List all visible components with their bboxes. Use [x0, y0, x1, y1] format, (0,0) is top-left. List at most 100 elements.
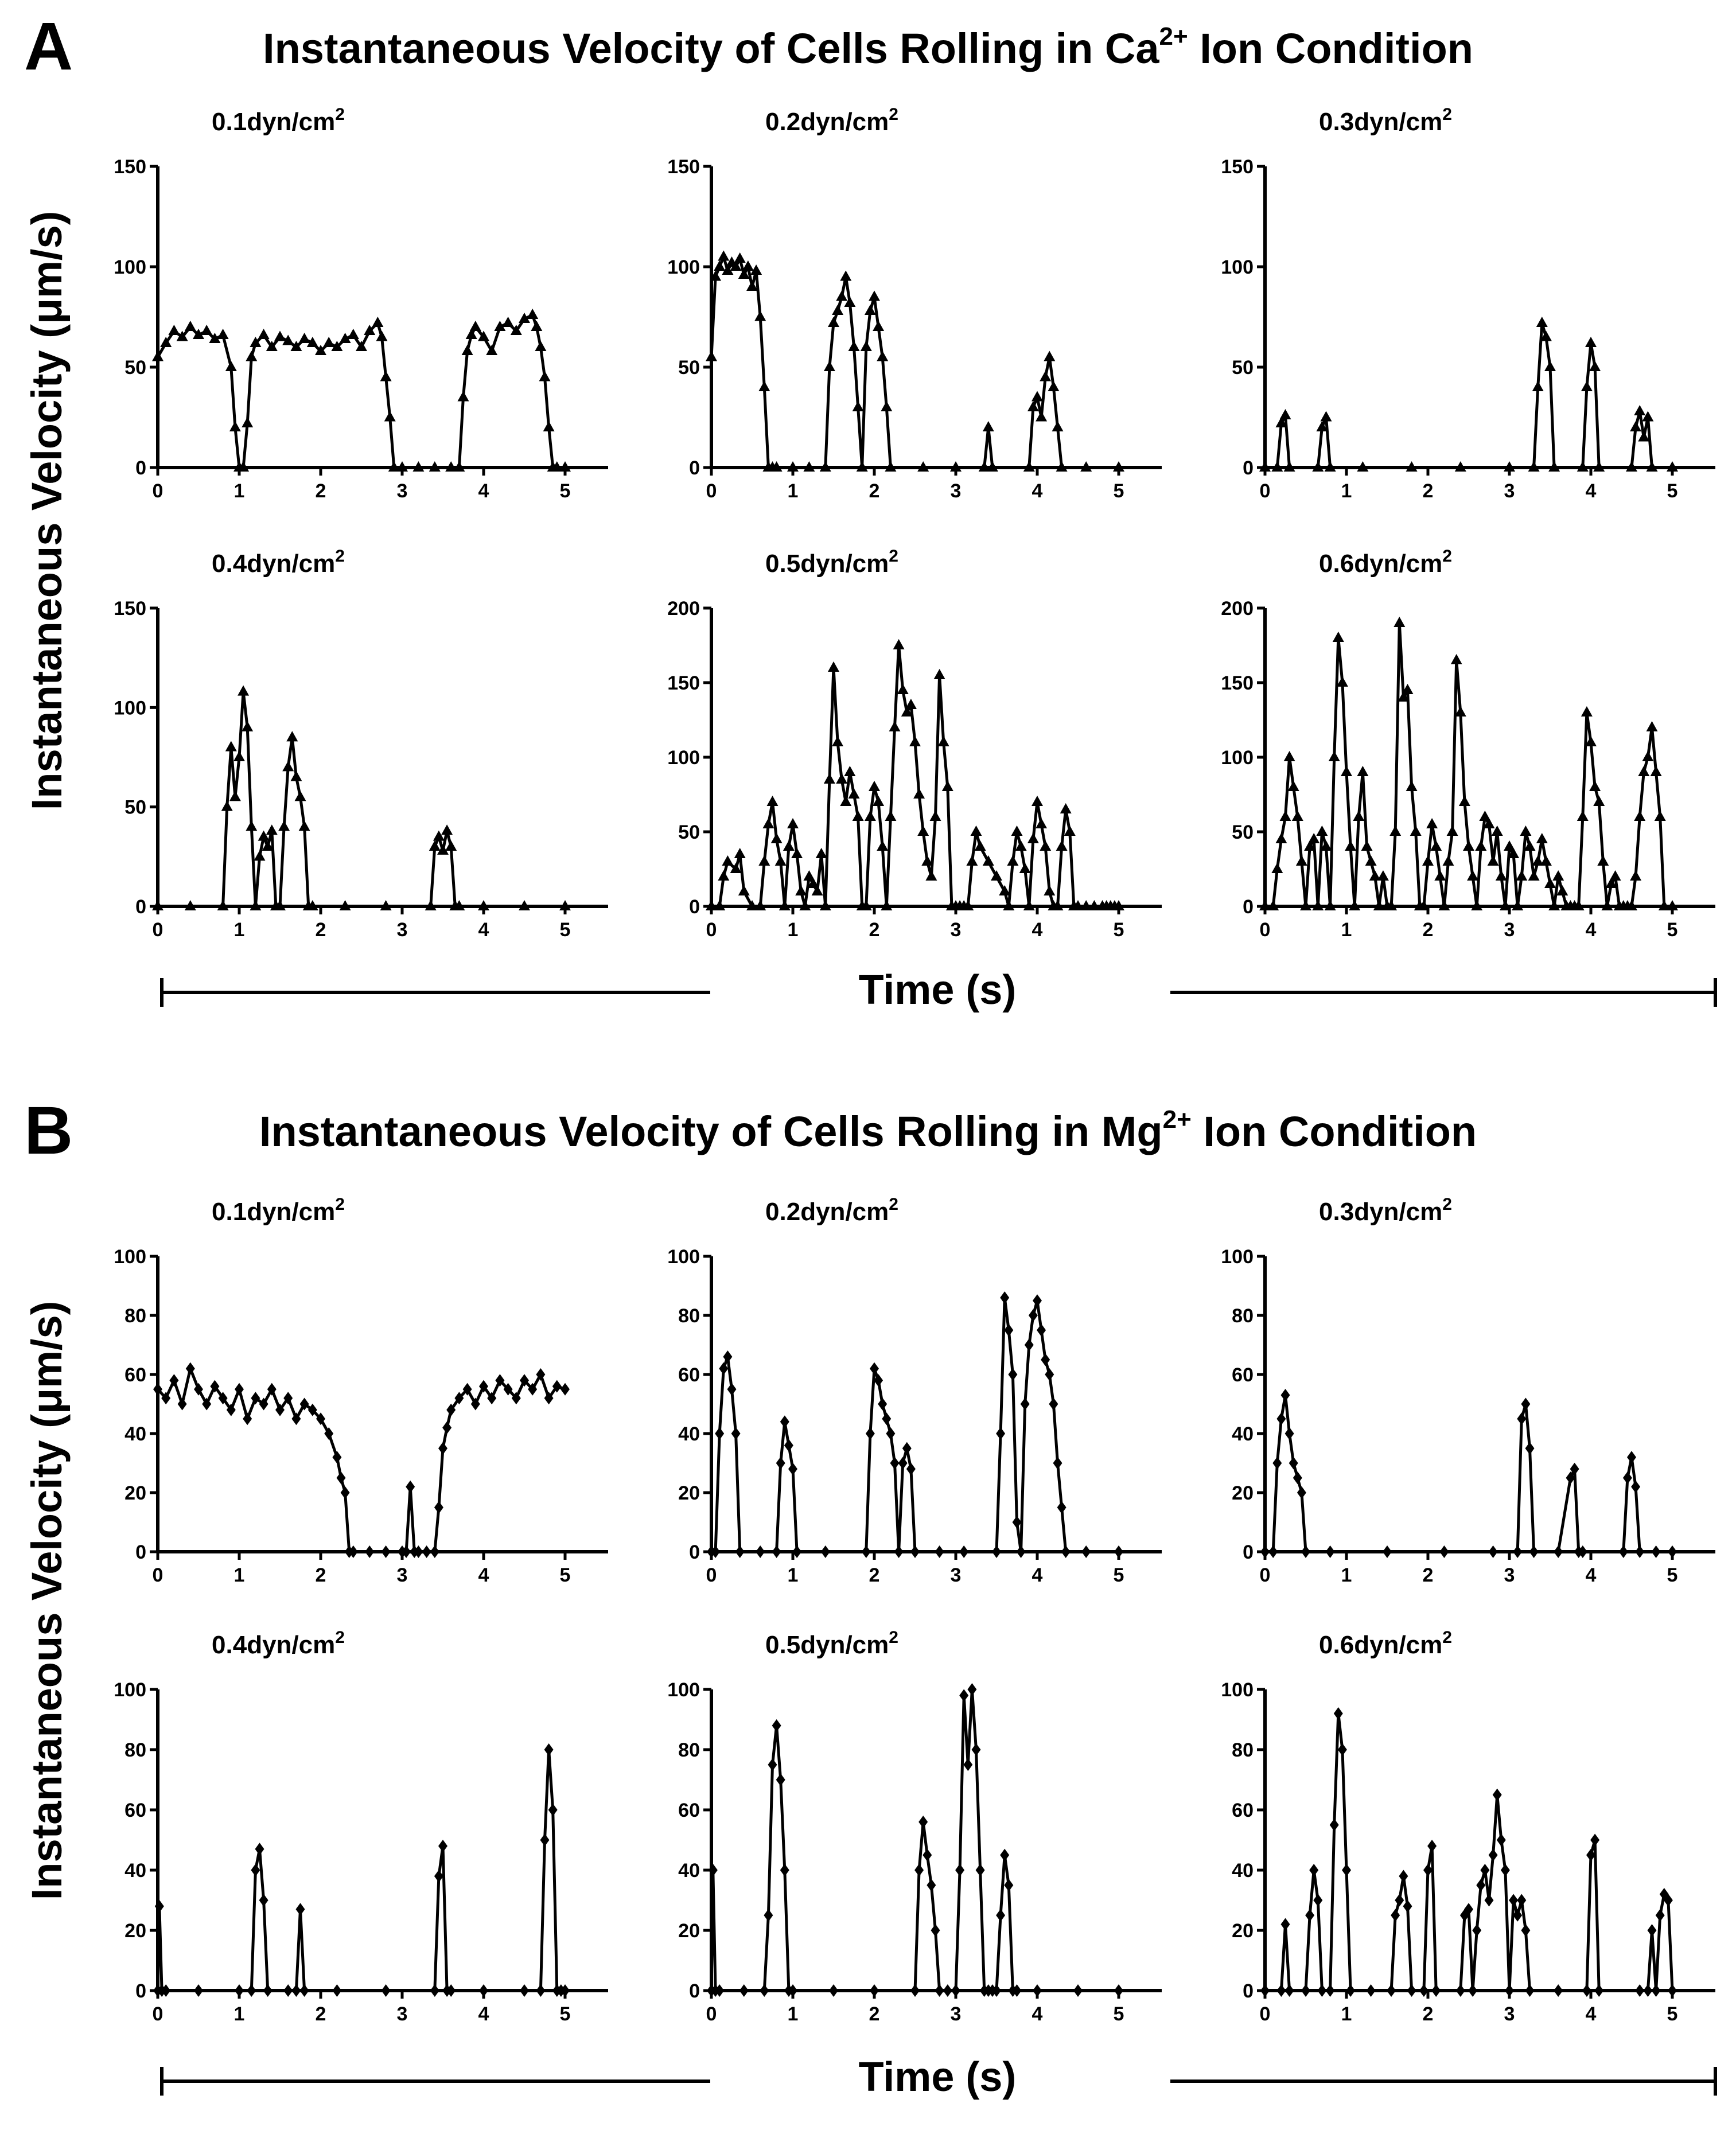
subplot-a-1-point [469, 321, 481, 331]
subplot-a-3-point [1275, 417, 1287, 427]
subplot-a-3-point [1312, 461, 1324, 472]
subplot-a-5-point [754, 900, 766, 910]
subplot-b-1-point [495, 1374, 505, 1387]
subplot-a-5-point [991, 870, 1002, 881]
subplot-a-5-point [1064, 825, 1076, 836]
subplot-a-5-point [1015, 840, 1027, 851]
subplot-b-2-point [870, 1362, 879, 1375]
subplot-a-3-point [1283, 461, 1295, 472]
subplot-b-1-point [381, 1545, 391, 1558]
subplot-a-3-point [1544, 361, 1556, 371]
subplot-b-4: 0 20 40 60 80 100 0 1 2 3 4 5 [114, 1679, 608, 2025]
subplot-b-4-x-tick-label: 1 [234, 2003, 245, 2025]
subplot-b-1-point [340, 1486, 350, 1499]
subplot-b-4-title-sup: 2 [335, 1628, 345, 1647]
subplot-b-1-point [487, 1392, 497, 1405]
subplot-a-3-point [1646, 461, 1658, 472]
subplot-a-6-point [1528, 870, 1540, 881]
subplot-a-4-y-tick-label: 150 [114, 598, 146, 620]
subplot-a-1-y-tick-label: 0 [135, 457, 146, 479]
subplot-a-2-point [877, 351, 889, 361]
subplot-a-2-x-tick-label: 1 [788, 480, 799, 502]
subplot-b-6-point [1525, 1984, 1535, 1997]
subplot-a-1-point [176, 330, 188, 341]
subplot-a-1-point [519, 313, 530, 323]
subplot-b-2-point [784, 1439, 793, 1452]
subplot-a-3-title-main: 0.3dyn/cm [1319, 108, 1443, 136]
subplot-a-5-x-tick-label: 0 [706, 919, 717, 941]
subplot-a-6-point [1634, 811, 1646, 821]
subplot-a-5-point [807, 878, 819, 888]
panel-title-a-tail: Ion Condition [1188, 25, 1473, 72]
subplot-a-1-point [461, 345, 473, 355]
subplot-b-3-point [1651, 1545, 1661, 1558]
subplot-b-1-y-tick-label: 100 [114, 1246, 146, 1268]
subplot-b-2-point [780, 1415, 789, 1428]
subplot-b-3-y-tick-label: 0 [1243, 1541, 1254, 1563]
x-axis-label-b: Time (s) [858, 2054, 1017, 2100]
subplot-b-5-point [963, 1758, 973, 1771]
subplot-b-5-point [992, 1984, 1001, 1997]
subplot-b-1-point [316, 1412, 325, 1426]
subplot-b-1-title: 0.1dyn/cm2 [129, 1196, 427, 1225]
subplot-b-2-point [878, 1397, 888, 1411]
subplot-b-2-point [1024, 1338, 1034, 1352]
subplot-a-6-point [1626, 900, 1637, 910]
subplot-a-5-point [1052, 900, 1064, 910]
subplot-b-1-point [202, 1397, 212, 1411]
subplot-a-6-point [1345, 840, 1357, 851]
subplot-a-5-point [864, 811, 876, 821]
subplot-a-2-point [823, 361, 835, 371]
subplot-b-2-point [874, 1374, 883, 1387]
subplot-a-5-y-tick-label: 100 [667, 747, 700, 769]
subplot-b-4-point [381, 1984, 391, 1997]
subplot-a-1-point [242, 417, 254, 427]
subplot-b-4-y-tick-label: 0 [135, 1980, 146, 2002]
subplot-a-6-point [1300, 900, 1311, 910]
subplot-b-6-point [1517, 1894, 1527, 1907]
subplot-a-6-point [1369, 870, 1381, 881]
subplot-b-2-point [1081, 1545, 1091, 1558]
subplot-b-3-point [1622, 1471, 1632, 1485]
subplot-b-3-point [1521, 1397, 1531, 1411]
subplot-a-3-y-tick-label: 150 [1221, 156, 1254, 178]
subplot-a-2-point [770, 461, 783, 472]
subplot-a-4-series-line [158, 690, 565, 908]
subplot-b-1-point [511, 1392, 521, 1405]
subplot-b-3-x-tick-label: 0 [1260, 1564, 1271, 1586]
subplot-b-2-point [1061, 1545, 1071, 1558]
subplot-a-2-point [873, 321, 885, 331]
subplot-b-3-point [1635, 1545, 1645, 1558]
subplot-b-6-point [1663, 1894, 1673, 1907]
subplot-a-6-x-tick-label: 4 [1586, 919, 1597, 941]
subplot-b-1-point [161, 1392, 171, 1405]
subplot-b-6-point [1305, 1909, 1315, 1922]
subplot-b-2-point [756, 1545, 765, 1558]
subplot-b-5-point [910, 1984, 920, 1997]
subplot-b-5-point [1073, 1984, 1083, 1997]
subplot-a-6-y-tick-label: 150 [1221, 672, 1254, 694]
subplot-a-1-point [331, 341, 343, 351]
subplot-a-2-point [706, 351, 717, 361]
subplot-a-2-point [869, 290, 880, 301]
subplot-a-6-point [1471, 900, 1483, 910]
subplot-a-6-point [1658, 900, 1670, 910]
subplot-a-4-point [274, 900, 286, 910]
subplot-a-5-point [966, 855, 978, 866]
subplot-a-6-point [1267, 900, 1279, 910]
subplot-a-5-point [885, 811, 897, 821]
subplot-b-5-point [931, 1924, 940, 1937]
subplot-b-2-x-tick-label: 2 [869, 1564, 880, 1586]
subplot-a-4-title: 0.4dyn/cm2 [129, 548, 427, 577]
subplot-a-2-point [742, 260, 754, 271]
subplot-a-6-point [1361, 840, 1373, 851]
subplot-a-6-point [1430, 840, 1442, 851]
subplot-b-3-point [1578, 1545, 1587, 1558]
subplot-b-4-point [263, 1984, 273, 1997]
subplot-b-1-point [169, 1374, 179, 1387]
subplot-a-6-point [1450, 654, 1462, 664]
subplot-a-1-point [347, 329, 359, 339]
subplot-a-5-point [803, 870, 815, 881]
subplot-a-1-point [229, 421, 241, 431]
subplot-a-5-point [828, 661, 839, 672]
